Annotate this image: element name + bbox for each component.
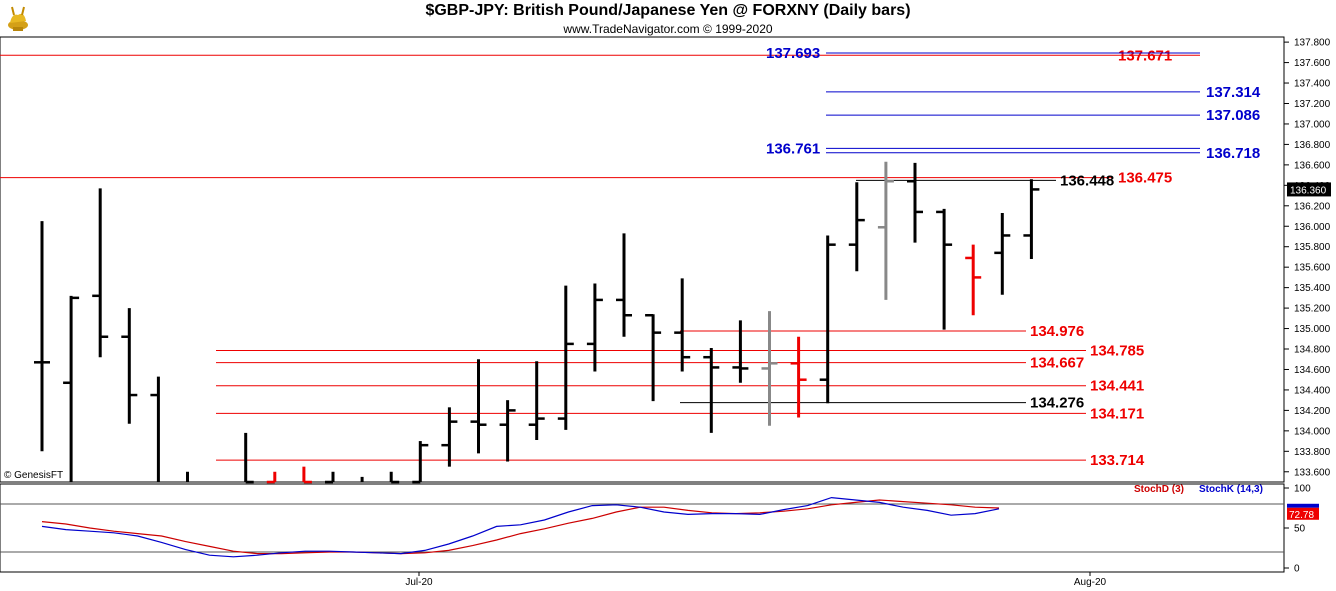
- price-bars: [34, 161, 1040, 484]
- level-label: 134.441: [1090, 378, 1144, 395]
- y-tick-label: 136.000: [1294, 222, 1331, 233]
- ohlc-bar[interactable]: [528, 361, 545, 441]
- y-tick-label: 133.600: [1294, 467, 1331, 478]
- ohlc-bar[interactable]: [63, 295, 80, 482]
- level-label: 136.448: [1060, 172, 1114, 189]
- level-label: 136.475: [1118, 170, 1172, 187]
- y-tick-label: 134.800: [1294, 345, 1331, 356]
- x-tick-label: Jul-20: [405, 577, 433, 588]
- stochastic-y-axis: 100 50 0: [1284, 484, 1311, 575]
- chart-header: $GBP-JPY: British Pound/Japanese Yen @ F…: [0, 0, 1336, 37]
- y-tick-label: 135.400: [1294, 283, 1331, 294]
- y-tick-label: 136.800: [1294, 140, 1331, 151]
- ohlc-bar[interactable]: [732, 320, 749, 383]
- stochastic-line: [41, 496, 1000, 558]
- ohlc-bar[interactable]: [302, 466, 312, 484]
- y-tick-label: 135.600: [1294, 263, 1331, 274]
- ohlc-bar[interactable]: [965, 244, 982, 316]
- y-tick-label: 133.800: [1294, 447, 1331, 458]
- y-tick-label: 134.000: [1294, 426, 1331, 437]
- y-tick-label: 135.800: [1294, 242, 1331, 253]
- ohlc-bar[interactable]: [936, 208, 953, 330]
- ohlc-bar[interactable]: [790, 336, 807, 418]
- stochk-legend-label: StochK (14,3): [1199, 484, 1263, 495]
- level-label: 136.718: [1206, 145, 1260, 162]
- ohlc-bar[interactable]: [616, 233, 632, 337]
- ohlc-bar[interactable]: [645, 314, 662, 402]
- level-label: 137.086: [1206, 107, 1260, 124]
- ohlc-bar[interactable]: [994, 212, 1011, 295]
- stochastic-marker: [1287, 507, 1319, 520]
- y-tick-label: 0: [1294, 564, 1300, 575]
- price-panel-frame: [0, 36, 1285, 483]
- chart-subtitle: www.TradeNavigator.com © 1999-2020: [563, 22, 773, 36]
- level-label: 134.976: [1030, 323, 1084, 340]
- level-label: 133.714: [1090, 452, 1145, 469]
- copyright-text: © GenesisFT: [4, 470, 63, 481]
- ohlc-bar[interactable]: [150, 376, 160, 482]
- level-label: 134.171: [1090, 405, 1144, 422]
- y-tick-label: 135.000: [1294, 324, 1331, 335]
- y-tick-label: 100: [1294, 484, 1311, 495]
- level-label: 134.276: [1030, 395, 1084, 412]
- y-tick-label: 134.600: [1294, 365, 1331, 376]
- ohlc-bar[interactable]: [92, 188, 109, 358]
- y-tick-label: 136.600: [1294, 160, 1331, 171]
- ohlc-bar[interactable]: [761, 311, 778, 426]
- y-tick-label: 134.400: [1294, 385, 1331, 396]
- y-tick-label: 137.400: [1294, 79, 1331, 90]
- ohlc-bar[interactable]: [34, 221, 50, 452]
- ohlc-bar[interactable]: [877, 161, 894, 300]
- ohlc-bar[interactable]: [674, 278, 691, 372]
- ohlc-bar[interactable]: [586, 283, 603, 372]
- current-price-label: 136.360: [1290, 185, 1327, 196]
- stochastic-line: [41, 499, 1000, 555]
- ohlc-bar[interactable]: [907, 162, 923, 243]
- price-y-axis: 137.800 137.600 137.400 137.200 137.000 136.8…: [1284, 38, 1331, 478]
- stochd-legend-label: StochD (3): [1134, 484, 1184, 495]
- ohlc-bar[interactable]: [121, 308, 138, 424]
- y-tick-label: 50: [1294, 524, 1306, 535]
- y-tick-label: 135.200: [1294, 304, 1331, 315]
- ohlc-bar[interactable]: [819, 235, 836, 404]
- ohlc-bar[interactable]: [266, 471, 277, 484]
- ohlc-bar[interactable]: [470, 359, 487, 454]
- level-label: 134.785: [1090, 343, 1144, 360]
- ohlc-bar[interactable]: [441, 407, 458, 467]
- ohlc-bar[interactable]: [389, 471, 400, 484]
- ohlc-bar[interactable]: [1023, 179, 1040, 259]
- ohlc-bar[interactable]: [325, 471, 335, 484]
- y-tick-label: 137.200: [1294, 99, 1331, 110]
- level-label: 137.314: [1206, 84, 1261, 101]
- level-label: 137.693: [766, 45, 820, 62]
- ohlc-bar[interactable]: [412, 441, 429, 484]
- chart-title: $GBP-JPY: British Pound/Japanese Yen @ F…: [425, 2, 911, 19]
- support-resistance-levels: 137.671 137.693 137.314 137.086 136.761 136.7…: [0, 45, 1261, 469]
- level-label: 137.671: [1118, 47, 1172, 64]
- x-axis: Jul-20 Aug-20: [405, 572, 1107, 588]
- ohlc-bar[interactable]: [848, 182, 865, 272]
- y-tick-label: 137.800: [1294, 38, 1331, 49]
- level-label: 134.667: [1030, 355, 1084, 372]
- stochastic-marker-blue: [1287, 503, 1319, 508]
- level-label: 136.761: [766, 140, 820, 157]
- y-tick-label: 136.200: [1294, 201, 1331, 212]
- stochastic-panel-frame: [0, 483, 1285, 573]
- ohlc-bar[interactable]: [557, 285, 574, 430]
- current-price-marker: [1287, 182, 1331, 197]
- y-tick-label: 137.000: [1294, 119, 1331, 130]
- y-tick-label: 134.200: [1294, 406, 1331, 417]
- ohlc-bar[interactable]: [703, 347, 720, 433]
- gold-bull-logo-icon: [8, 6, 28, 31]
- ohlc-bar[interactable]: [244, 432, 254, 484]
- ohlc-bar[interactable]: [499, 400, 516, 462]
- y-tick-label: 137.600: [1294, 58, 1331, 69]
- stochastic-current-label: 72.78: [1289, 510, 1314, 521]
- x-tick-label: Aug-20: [1074, 577, 1107, 588]
